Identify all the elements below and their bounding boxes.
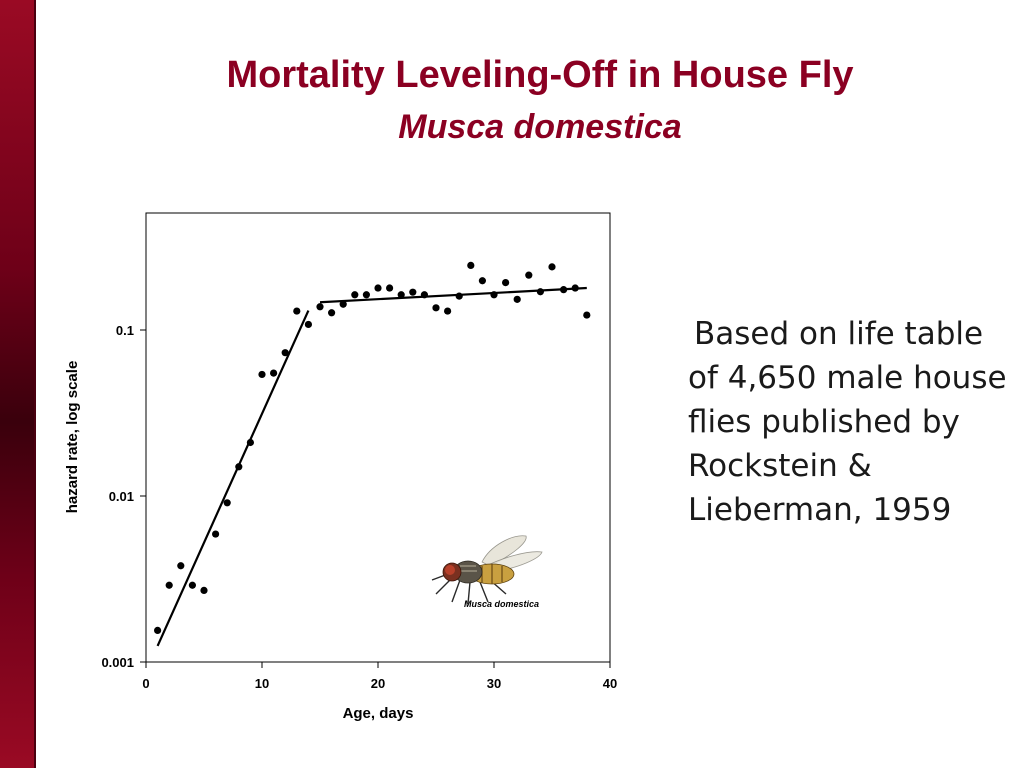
fly-legs: [431, 573, 507, 605]
x-axis-title: Age, days: [343, 705, 414, 722]
data-point: [536, 288, 545, 296]
y-tick-label: 0.01: [109, 489, 134, 504]
house-fly-image: Musca domestica: [431, 535, 543, 609]
fit-line: [156, 310, 310, 647]
slide-subtitle: Musca domestica: [398, 108, 682, 146]
data-point: [188, 581, 196, 589]
x-tick-label: 10: [255, 676, 269, 691]
fly-image-caption: Musca domestica: [464, 599, 539, 609]
data-point: [478, 277, 486, 285]
data-point: [339, 300, 347, 308]
data-point: [246, 438, 254, 447]
data-point: [525, 271, 533, 279]
x-tick-label: 30: [487, 676, 501, 691]
y-tick-label: 0.001: [101, 655, 134, 670]
data-point: [420, 291, 428, 299]
data-point: [316, 303, 324, 311]
data-point: [328, 309, 336, 317]
data-point: [351, 291, 359, 299]
fit-lines: [156, 286, 587, 647]
data-point: [513, 295, 521, 303]
data-point: [455, 292, 463, 300]
data-point: [212, 530, 220, 538]
data-point: [374, 284, 382, 292]
data-point: [362, 291, 370, 299]
data-point: [200, 586, 208, 594]
data-point: [571, 284, 579, 292]
data-point: [223, 499, 231, 507]
data-point: [258, 370, 266, 379]
x-tick-label: 20: [371, 676, 385, 691]
x-tick-label: 0: [142, 676, 149, 691]
data-points: [154, 261, 591, 635]
data-point: [490, 291, 498, 299]
slide-title: Mortality Leveling-Off in House Fly: [226, 54, 854, 96]
data-point: [548, 263, 556, 271]
data-point: [409, 288, 417, 296]
data-point: [165, 581, 173, 589]
data-point: [444, 307, 452, 315]
y-axis: 0.001 0.01 0.1: [101, 323, 146, 670]
data-point: [502, 278, 510, 287]
data-point: [467, 261, 475, 269]
data-point: [386, 284, 394, 292]
data-point: [583, 311, 591, 319]
x-axis: 0 10 20 30 40: [142, 662, 617, 691]
data-point: [154, 626, 162, 635]
fly-eye: [445, 565, 455, 575]
slide-note: Based on life table of 4,650 male house …: [688, 316, 1007, 528]
plot-frame: [145, 212, 611, 663]
fly-thorax-stripes: [460, 565, 477, 572]
y-tick-label: 0.1: [116, 323, 134, 338]
data-point: [177, 562, 185, 570]
data-point: [235, 463, 243, 471]
y-axis-title: hazard rate, log scale: [64, 361, 81, 514]
data-point: [397, 291, 405, 299]
data-point: [304, 320, 312, 329]
fit-line: [319, 286, 587, 304]
data-point: [293, 307, 301, 315]
data-point: [432, 304, 440, 312]
slide-side-bar: [0, 0, 36, 768]
data-point: [560, 286, 568, 294]
data-point: [270, 369, 278, 377]
x-tick-label: 40: [603, 676, 617, 691]
data-point: [281, 349, 289, 357]
